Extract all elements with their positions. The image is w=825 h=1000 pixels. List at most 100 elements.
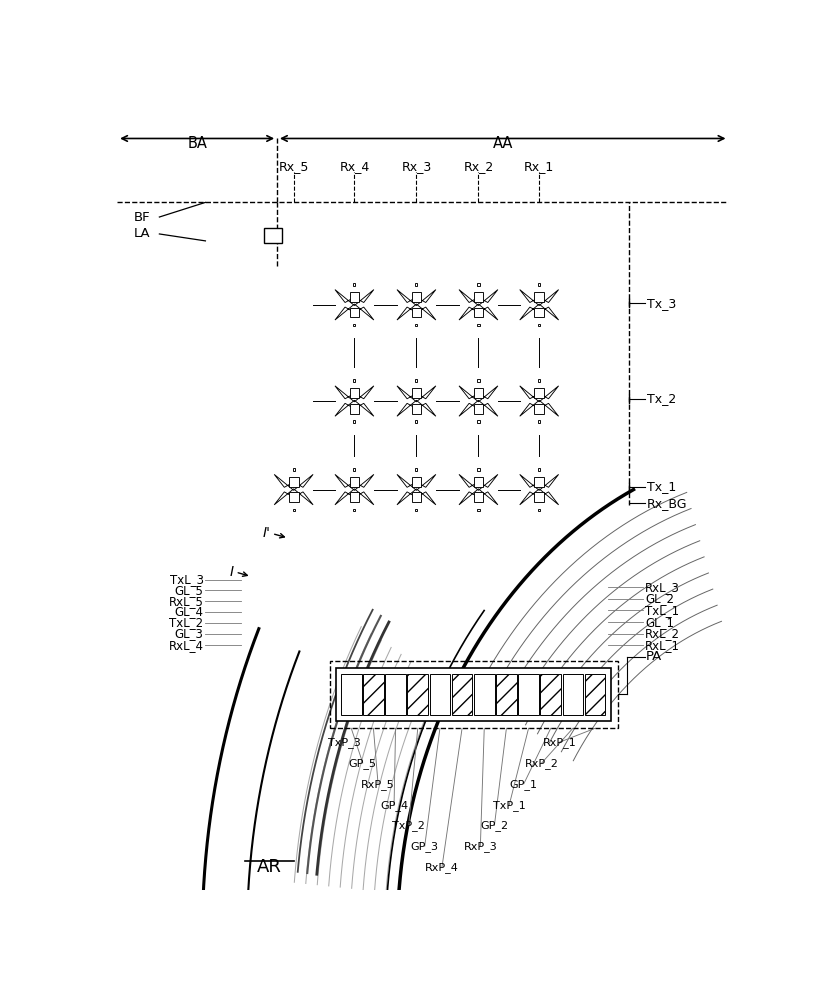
Bar xyxy=(474,388,483,398)
Text: RxP_1: RxP_1 xyxy=(543,737,577,748)
Bar xyxy=(412,404,422,414)
Bar xyxy=(535,308,544,317)
Bar xyxy=(289,477,299,487)
Bar xyxy=(363,674,384,715)
Bar xyxy=(412,477,422,487)
Text: RxP_3: RxP_3 xyxy=(464,841,497,852)
Bar xyxy=(350,388,359,398)
Text: TxP_1: TxP_1 xyxy=(493,801,526,811)
Text: Rx_5: Rx_5 xyxy=(279,160,309,173)
Text: RxP_4: RxP_4 xyxy=(425,862,459,873)
Bar xyxy=(353,509,356,511)
Text: TxP_3: TxP_3 xyxy=(328,737,361,748)
Text: LA: LA xyxy=(134,227,150,240)
Bar xyxy=(474,477,483,487)
Bar xyxy=(415,509,417,511)
Text: BA: BA xyxy=(187,136,207,151)
Bar xyxy=(408,674,428,715)
Bar xyxy=(330,661,618,728)
Bar xyxy=(538,468,540,471)
Bar xyxy=(289,492,299,502)
Bar xyxy=(353,283,356,286)
Bar xyxy=(474,492,483,502)
Bar xyxy=(353,379,356,382)
Bar xyxy=(415,379,417,382)
Text: RxL_2: RxL_2 xyxy=(645,627,681,640)
Bar xyxy=(478,509,479,511)
Bar xyxy=(337,668,611,721)
Bar xyxy=(350,477,359,487)
Text: GP_2: GP_2 xyxy=(480,821,508,831)
Text: GL_4: GL_4 xyxy=(175,606,204,619)
Text: RxL_4: RxL_4 xyxy=(168,639,204,652)
Bar xyxy=(350,492,359,502)
Bar xyxy=(474,404,483,414)
Text: Rx_1: Rx_1 xyxy=(524,160,554,173)
Bar xyxy=(350,308,359,317)
Text: GP_4: GP_4 xyxy=(380,801,408,811)
Bar xyxy=(474,292,483,302)
Bar xyxy=(535,492,544,502)
Bar xyxy=(385,674,406,715)
Bar xyxy=(563,674,583,715)
Bar xyxy=(412,292,422,302)
Bar xyxy=(535,404,544,414)
Text: PA: PA xyxy=(645,650,662,663)
Text: TxL_2: TxL_2 xyxy=(169,616,204,629)
Text: AA: AA xyxy=(493,136,513,151)
Bar xyxy=(412,308,422,317)
Text: TxL_3: TxL_3 xyxy=(169,573,204,586)
Bar xyxy=(353,420,356,423)
Bar xyxy=(535,477,544,487)
Text: RxL_1: RxL_1 xyxy=(645,639,681,652)
Text: Rx_BG: Rx_BG xyxy=(647,497,687,510)
Bar xyxy=(341,674,361,715)
Text: Tx_2: Tx_2 xyxy=(647,392,676,405)
Text: I: I xyxy=(230,565,234,579)
Text: GL_5: GL_5 xyxy=(175,584,204,597)
Bar xyxy=(353,468,356,471)
Text: TxP_2: TxP_2 xyxy=(393,821,425,831)
Bar xyxy=(293,468,295,471)
Bar xyxy=(538,283,540,286)
Text: RxP_5: RxP_5 xyxy=(361,779,395,790)
Bar xyxy=(538,420,540,423)
Bar xyxy=(415,283,417,286)
Bar xyxy=(415,468,417,471)
Text: GL_1: GL_1 xyxy=(645,616,674,629)
Bar xyxy=(535,292,544,302)
Text: RxL_5: RxL_5 xyxy=(168,595,204,608)
Text: Rx_3: Rx_3 xyxy=(401,160,431,173)
Bar xyxy=(474,674,494,715)
Bar xyxy=(478,324,479,326)
Bar xyxy=(478,283,479,286)
Bar xyxy=(538,509,540,511)
Text: Tx_1: Tx_1 xyxy=(647,480,676,493)
Bar xyxy=(415,420,417,423)
Text: Rx_2: Rx_2 xyxy=(464,160,493,173)
Bar xyxy=(452,674,473,715)
Bar xyxy=(496,674,516,715)
Text: TxL_1: TxL_1 xyxy=(645,604,680,617)
Bar xyxy=(430,674,450,715)
Bar xyxy=(264,228,282,243)
Bar xyxy=(518,674,539,715)
Bar xyxy=(293,509,295,511)
Text: I': I' xyxy=(262,526,271,540)
Text: GP_5: GP_5 xyxy=(349,758,377,769)
Bar xyxy=(412,388,422,398)
Bar xyxy=(478,379,479,382)
Bar xyxy=(538,324,540,326)
Bar xyxy=(415,324,417,326)
Bar xyxy=(478,420,479,423)
Text: RxP_2: RxP_2 xyxy=(525,758,559,769)
Text: GP_1: GP_1 xyxy=(510,779,538,790)
Bar xyxy=(535,388,544,398)
Text: GL_3: GL_3 xyxy=(175,627,204,640)
Bar xyxy=(350,292,359,302)
Bar xyxy=(585,674,606,715)
Text: Rx_4: Rx_4 xyxy=(339,160,370,173)
Bar xyxy=(478,468,479,471)
Bar xyxy=(353,324,356,326)
Bar xyxy=(474,308,483,317)
